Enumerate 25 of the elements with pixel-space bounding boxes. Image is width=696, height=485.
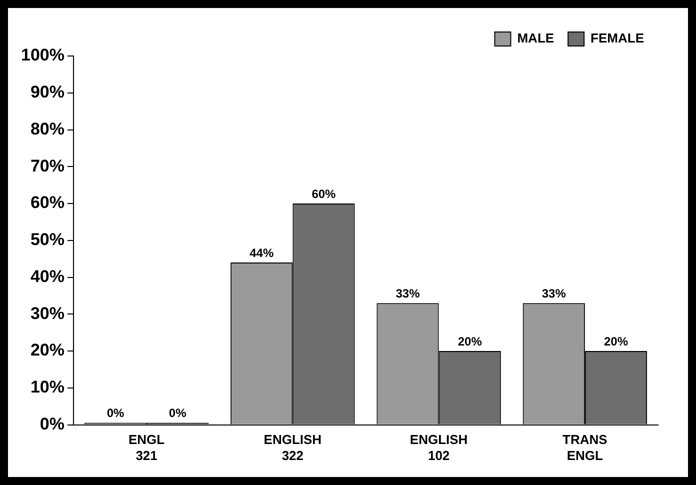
y-tick-label: 50% xyxy=(30,230,64,250)
x-tick-label: ENGLISH 322 xyxy=(264,432,322,463)
y-tick-label: 60% xyxy=(30,193,64,212)
y-tick-label: 10% xyxy=(30,378,64,397)
data-label: 20% xyxy=(458,334,482,348)
y-tick-label: 80% xyxy=(30,119,64,138)
x-tick-label: TRANS ENGL xyxy=(562,432,608,463)
y-tick-label: 30% xyxy=(30,304,64,323)
x-tick-label: ENGLISH 102 xyxy=(410,432,468,463)
y-tick-label: 100% xyxy=(20,46,64,65)
data-label: 33% xyxy=(542,286,566,300)
data-label: 60% xyxy=(312,186,336,201)
legend-label: MALE xyxy=(517,30,554,46)
y-tick-label: 70% xyxy=(30,156,64,176)
y-tick-label: 20% xyxy=(30,340,64,360)
data-label: 44% xyxy=(250,246,274,260)
x-tick-label: ENGL 321 xyxy=(128,432,165,463)
y-tick-label: 40% xyxy=(30,266,64,286)
y-tick-label: 0% xyxy=(40,414,64,434)
data-label: 20% xyxy=(604,334,628,348)
data-label: 0% xyxy=(168,406,187,420)
legend-label: FEMALE xyxy=(590,30,644,46)
data-label: 0% xyxy=(106,406,124,420)
y-tick-label: 90% xyxy=(30,82,64,102)
data-label: 33% xyxy=(396,286,420,300)
